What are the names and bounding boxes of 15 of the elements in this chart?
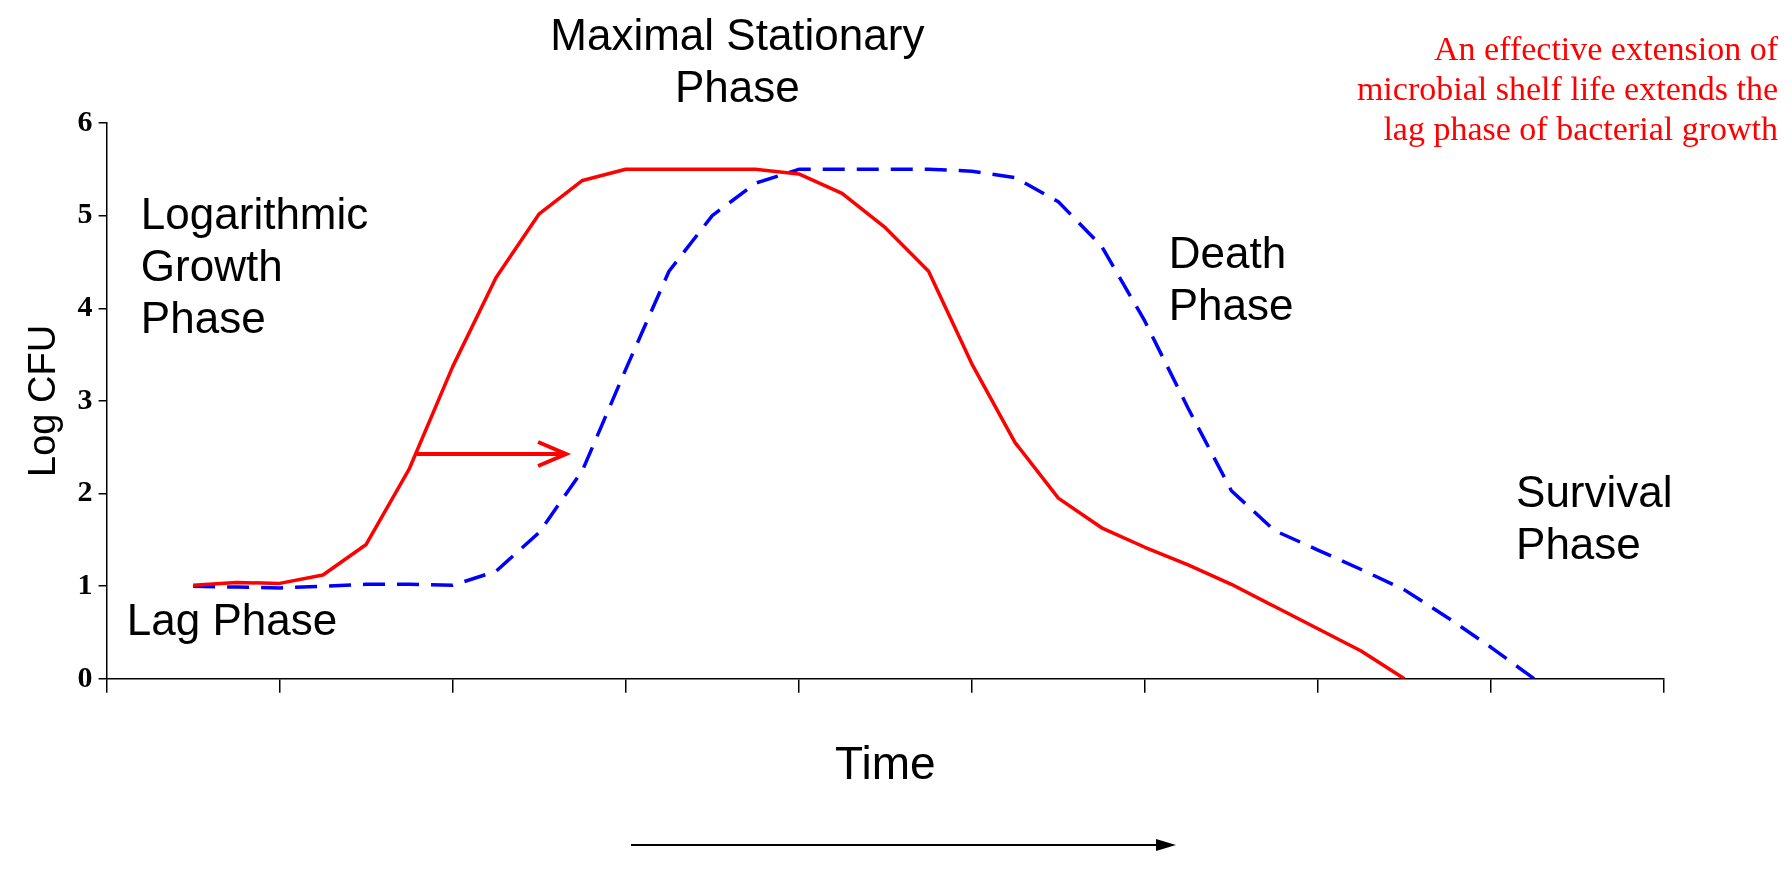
annotation: An effective extension of microbial shelf life extends the lag phase of bacterial growth: [1356, 29, 1779, 147]
y-tick-label: 6: [77, 103, 93, 137]
y-tick-label: 1: [77, 566, 93, 600]
annotation: Death Phase: [1168, 228, 1294, 330]
text: Maximal Stationary Phase: [550, 10, 925, 112]
y-axis-title: Log CFU: [21, 324, 64, 477]
annotation: Survival Phase: [1516, 467, 1673, 569]
y-tick-label: 5: [77, 196, 93, 230]
y-tick-label: 4: [77, 289, 93, 323]
y-tick-label: 0: [77, 659, 93, 693]
y-tick-label: 2: [77, 474, 93, 508]
x-axis-title: Time: [835, 737, 936, 790]
annotation: Lag Phase: [126, 595, 338, 645]
annotation: Logarithmic Growth Phase: [140, 189, 369, 343]
y-tick-label: 3: [77, 381, 93, 415]
